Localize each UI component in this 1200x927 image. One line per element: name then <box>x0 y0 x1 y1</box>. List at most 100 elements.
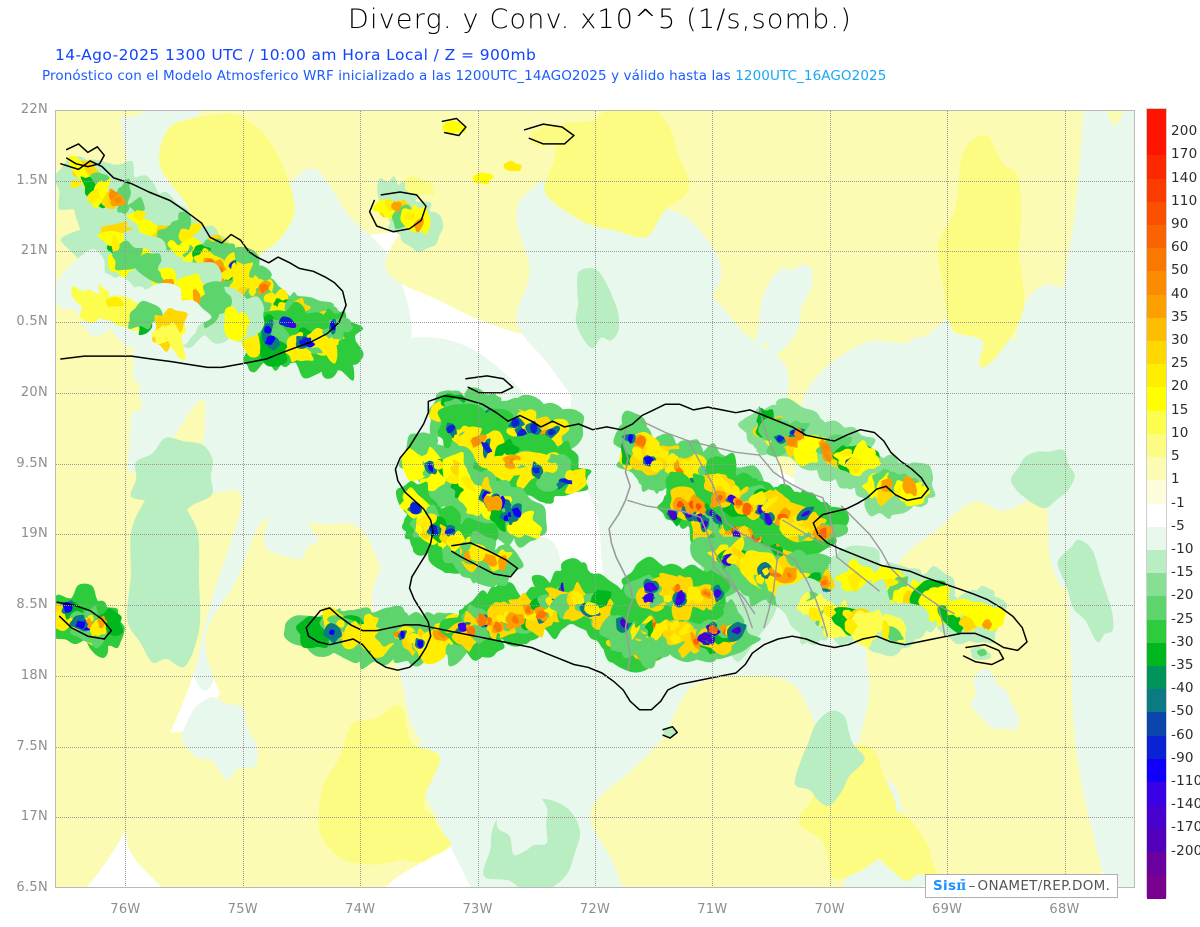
colorbar-swatch <box>1147 874 1166 899</box>
colorbar-tick-label: 15 <box>1171 401 1189 418</box>
model-description: Pronóstico con el Modelo Atmosferico WRF… <box>42 68 886 84</box>
colorbar-tick-label: -50 <box>1171 703 1194 720</box>
colorbar-swatch <box>1147 410 1166 435</box>
colorbar-swatch <box>1147 828 1166 853</box>
colorbar-swatch <box>1147 225 1166 249</box>
colorbar-swatch <box>1147 271 1166 296</box>
x-axis-tick-label: 76W <box>110 902 141 917</box>
colorbar-swatch <box>1147 433 1166 458</box>
colorbar-tick-label: 10 <box>1171 424 1189 441</box>
colorbar-swatch <box>1147 805 1166 829</box>
y-axis-tick-label: 1.5N <box>16 172 48 188</box>
colorbar-swatch <box>1147 294 1166 319</box>
colorbar-swatch <box>1147 619 1166 644</box>
colorbar-tick-label: -1 <box>1171 494 1185 511</box>
colorbar-swatch <box>1147 341 1166 365</box>
credit-organization: ONAMET/REP.DOM. <box>977 878 1111 894</box>
colorbar-swatch <box>1147 712 1166 737</box>
colorbar-tick-label: 30 <box>1171 332 1189 349</box>
colorbar-tick-label: 5 <box>1171 448 1180 465</box>
colorbar-tick-label: 20 <box>1171 378 1189 395</box>
colorbar-tick-label: -40 <box>1171 680 1194 697</box>
y-axis-tick-label: 9.5N <box>16 455 48 471</box>
colorbar-swatch <box>1147 503 1166 528</box>
colorbar-tick-label: 35 <box>1171 308 1189 325</box>
colorbar-tick-label: 90 <box>1171 216 1189 233</box>
colorbar-tick-label: -15 <box>1171 564 1194 581</box>
colorbar-swatch <box>1147 526 1166 551</box>
colorbar-swatch <box>1147 851 1166 876</box>
sistt-logo-symbol: π̄ <box>956 878 967 894</box>
colorbar-swatch <box>1147 642 1166 667</box>
colorbar-tick-label: -20 <box>1171 587 1194 604</box>
colorbar-swatch <box>1147 758 1166 783</box>
colorbar-tick-label: -170 <box>1171 819 1200 836</box>
colorbar-tick-label: -140 <box>1171 796 1200 813</box>
colorbar-swatch <box>1147 457 1166 481</box>
y-axis-tick-label: 19N <box>20 526 48 542</box>
colorbar-tick-label: -200 <box>1171 842 1200 859</box>
divergence-convergence-field <box>55 110 1135 888</box>
colorbar-tick-label: 1 <box>1171 471 1180 488</box>
colorbar-tick-label: 50 <box>1171 262 1189 279</box>
model-description-valid-until: 1200UTC_16AGO2025 <box>735 68 887 84</box>
colorbar-tick-label: -5 <box>1171 517 1185 534</box>
colorbar-tick-label: -10 <box>1171 540 1194 557</box>
colorbar-tick-label: -30 <box>1171 633 1194 650</box>
x-axis-tick-label: 75W <box>227 902 258 917</box>
credit-dash: – <box>968 878 976 894</box>
x-axis-tick-label: 70W <box>814 902 845 917</box>
colorbar-swatch <box>1147 155 1166 180</box>
colorbar-swatch <box>1147 596 1166 621</box>
colorbar-swatch <box>1147 317 1166 342</box>
map-plot-area[interactable] <box>55 110 1135 888</box>
model-description-main: Pronóstico con el Modelo Atmosferico WRF… <box>42 68 731 84</box>
y-axis-tick-label: 21N <box>20 243 48 259</box>
colorbar-swatch <box>1147 781 1166 806</box>
colorbar-swatch <box>1147 109 1166 133</box>
colorbar-tick-label: 140 <box>1171 169 1198 186</box>
colorbar-tick-label: 170 <box>1171 146 1198 163</box>
colorbar-swatch <box>1147 364 1166 389</box>
colorbar-swatch <box>1147 735 1166 760</box>
y-axis-tick-label: 0.5N <box>16 314 48 330</box>
colorbar <box>1146 108 1167 899</box>
colorbar-tick-label: -60 <box>1171 726 1194 743</box>
x-axis-tick-label: 69W <box>932 902 963 917</box>
colorbar-tick-label: -110 <box>1171 772 1200 789</box>
x-axis-tick-label: 68W <box>1049 902 1080 917</box>
colorbar-tick-label: 60 <box>1171 239 1189 256</box>
y-axis-tick-label: 8.5N <box>16 597 48 613</box>
colorbar-tick-label: 110 <box>1171 192 1198 209</box>
y-axis-tick-label: 17N <box>20 809 48 825</box>
colorbar-swatch <box>1147 549 1166 574</box>
forecast-subtitle: 14-Ago-2025 1300 UTC / 10:00 am Hora Loc… <box>55 46 537 64</box>
x-axis-tick-label: 73W <box>462 902 493 917</box>
x-axis-tick-label: 71W <box>697 902 728 917</box>
colorbar-swatch <box>1147 178 1166 203</box>
y-axis-tick-label: 7.5N <box>16 738 48 754</box>
x-axis-tick-label: 72W <box>579 902 611 917</box>
y-axis-tick-label: 6.5N <box>16 880 48 895</box>
sistt-logo-text: Sis <box>933 878 957 894</box>
colorbar-tick-label: 40 <box>1171 285 1189 302</box>
colorbar-swatch <box>1147 248 1166 273</box>
colorbar-swatch <box>1147 480 1166 505</box>
colorbar-swatch <box>1147 665 1166 690</box>
colorbar-swatch <box>1147 201 1166 226</box>
colorbar-swatch <box>1147 387 1166 412</box>
colorbar-tick-label: 200 <box>1171 123 1198 140</box>
credit-badge: Sis π̄ – ONAMET/REP.DOM. <box>925 874 1119 898</box>
y-axis-tick-label: 18N <box>20 667 48 683</box>
colorbar-tick-label: 25 <box>1171 355 1189 372</box>
x-axis-tick-label: 74W <box>345 902 376 917</box>
y-axis-tick-label: 22N <box>20 102 48 117</box>
y-axis-tick-label: 20N <box>20 384 48 400</box>
page-title: Diverg. y Conv. x10^5 (1/s,somb.) <box>348 4 852 35</box>
colorbar-tick-label: -25 <box>1171 610 1194 627</box>
colorbar-swatch <box>1147 689 1166 713</box>
colorbar-swatch <box>1147 132 1166 156</box>
colorbar-swatch <box>1147 573 1166 597</box>
colorbar-tick-label: -90 <box>1171 749 1194 766</box>
colorbar-tick-label: -35 <box>1171 656 1194 673</box>
